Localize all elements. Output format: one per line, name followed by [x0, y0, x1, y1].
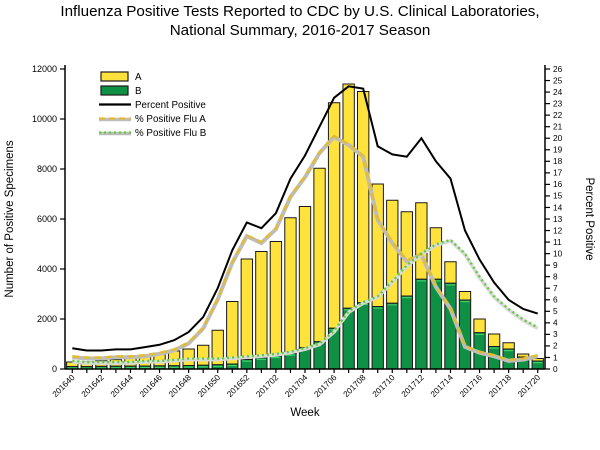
- x-tick-label: 201706: [312, 372, 339, 399]
- bar-flu-a: [255, 251, 268, 359]
- right-tick-label: 7: [553, 283, 558, 293]
- bar-flu-b: [371, 306, 384, 370]
- x-tick-label: 201644: [108, 372, 135, 399]
- bar-flu-a: [269, 241, 283, 357]
- right-tick-label: 5: [553, 306, 558, 316]
- right-tick-label: 0: [553, 364, 558, 374]
- right-tick-label: 8: [553, 271, 558, 281]
- chart-title-line2: National Summary, 2016-2017 Season: [170, 22, 431, 39]
- x-tick-label: 201712: [399, 372, 426, 399]
- bar-flu-b: [284, 353, 297, 370]
- x-axis-title: Week: [290, 407, 319, 419]
- left-tick-label: 12000: [32, 64, 57, 74]
- x-tick-label: 201720: [515, 372, 542, 399]
- right-tick-label: 23: [553, 98, 563, 108]
- bar-flu-b: [415, 278, 428, 370]
- bar-flu-a: [444, 261, 457, 284]
- right-tick-label: 24: [553, 87, 563, 97]
- bar-flu-a: [429, 227, 443, 280]
- x-tick-label: 201642: [79, 372, 106, 399]
- right-tick-label: 22: [553, 110, 563, 120]
- legend-item: B: [100, 85, 142, 97]
- bar-flu-a: [313, 167, 326, 343]
- x-tick-label: 201650: [195, 372, 222, 399]
- left-tick-label: 6000: [37, 214, 57, 224]
- percent-positive-line: [72, 85, 539, 352]
- x-tick-label: 201704: [283, 372, 310, 399]
- right-tick-label: 11: [553, 237, 562, 247]
- right-tick-label: 21: [553, 121, 563, 131]
- left-tick-label: 2000: [37, 314, 57, 324]
- left-tick-label: 10000: [32, 114, 57, 124]
- bar-flu-a: [284, 217, 297, 354]
- bar-flu-a: [240, 258, 253, 360]
- right-tick-label: 3: [553, 329, 558, 339]
- right-tick-label: 14: [553, 202, 563, 212]
- bar-flu-a: [197, 344, 210, 366]
- bar-flu-b: [400, 295, 413, 370]
- legend-item: % Positive Flu A: [99, 114, 206, 125]
- left-tick-label: 8000: [37, 164, 57, 174]
- right-tick-label: 4: [553, 318, 558, 328]
- right-tick-label: 18: [553, 156, 563, 166]
- x-tick-label: 201708: [341, 372, 368, 399]
- bar-flu-a: [298, 206, 312, 349]
- right-tick-label: 9: [553, 260, 558, 270]
- x-tick-label: 201648: [166, 372, 193, 399]
- chart-title-line1: Influenza Positive Tests Reported to CDC…: [60, 3, 539, 20]
- x-tick-label: 201640: [50, 372, 77, 399]
- x-tick-label: 201702: [254, 372, 281, 399]
- right-tick-label: 15: [553, 191, 563, 201]
- plot-area: 0200040006000800010000120000123456789101…: [32, 64, 563, 399]
- bar-flu-a: [458, 291, 472, 301]
- pct-flu-b-halo: [72, 238, 539, 365]
- legend-label: % Positive Flu A: [135, 114, 206, 125]
- legend-swatch-a: [100, 71, 129, 82]
- right-tick-label: 10: [553, 248, 563, 258]
- legend-item: Percent Positive: [99, 100, 206, 111]
- x-tick-label: 201652: [225, 372, 252, 399]
- legend-swatch-b: [100, 85, 129, 96]
- right-tick-label: 19: [553, 145, 563, 155]
- bar-flu-b: [357, 302, 370, 370]
- bar-flu-a: [182, 348, 195, 366]
- x-tick-label: 201716: [457, 372, 484, 399]
- bar-flu-a: [342, 83, 355, 309]
- right-tick-label: 1: [553, 352, 558, 362]
- legend-label: % Positive Flu B: [135, 128, 207, 139]
- right-tick-label: 20: [553, 133, 563, 143]
- bar-flu-a: [473, 318, 486, 334]
- left-tick-label: 4000: [37, 264, 57, 274]
- pct-flu-a-line: [72, 134, 538, 362]
- right-tick-label: 12: [553, 225, 563, 235]
- right-tick-label: 13: [553, 214, 563, 224]
- legend-label: B: [135, 86, 142, 97]
- left-axis-title: Number of Positive Specimens: [4, 140, 16, 297]
- legend-label: Percent Positive: [135, 100, 206, 111]
- bar-flu-a: [357, 91, 370, 304]
- left-tick-label: 0: [52, 364, 57, 374]
- x-tick-label: 201710: [370, 372, 397, 399]
- bar-flu-b: [386, 302, 399, 370]
- legend-label: A: [135, 72, 142, 83]
- right-tick-label: 6: [553, 295, 558, 305]
- legend-item: % Positive Flu B: [99, 128, 207, 139]
- right-axis-title: Percent Positive: [583, 177, 595, 260]
- bar-flu-a: [487, 333, 501, 347]
- legend-item: A: [100, 71, 142, 83]
- chart-legend: AB Percent Positive % Positive Flu A % Posi…: [99, 71, 207, 139]
- bar-flu-a: [502, 342, 515, 350]
- right-tick-label: 26: [553, 64, 563, 74]
- bar-flu-a: [226, 301, 239, 365]
- right-tick-label: 25: [553, 75, 563, 85]
- right-tick-label: 17: [553, 168, 563, 178]
- bar-flu-b: [444, 282, 457, 370]
- right-tick-label: 2: [553, 341, 558, 351]
- x-tick-label: 201714: [428, 372, 455, 399]
- x-tick-label: 201718: [486, 372, 513, 399]
- x-tick-label: 201646: [137, 372, 164, 399]
- right-tick-label: 16: [553, 179, 563, 189]
